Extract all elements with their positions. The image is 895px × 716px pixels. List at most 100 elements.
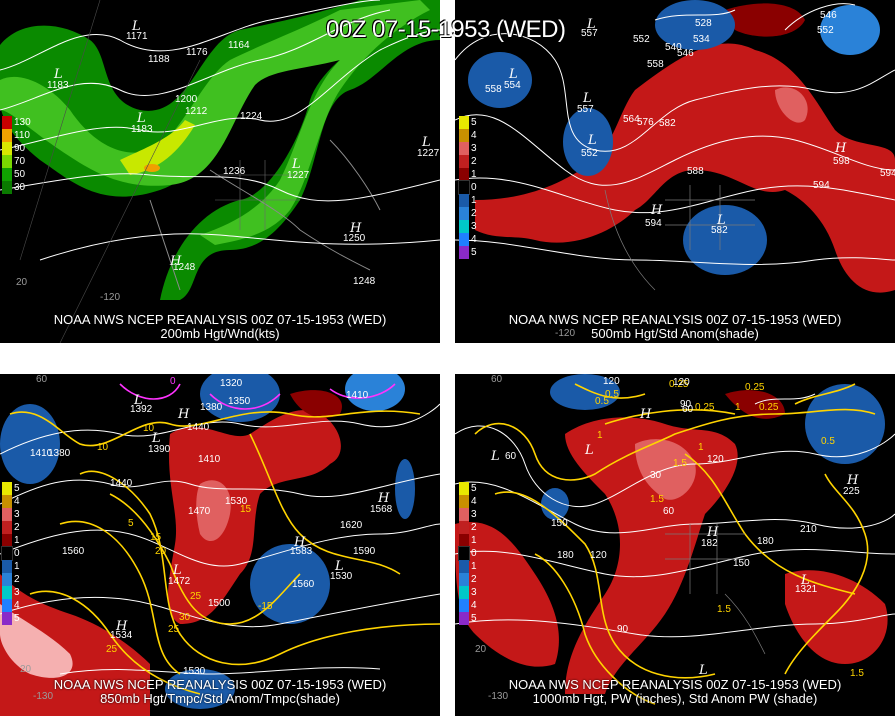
low-marker: L	[508, 67, 518, 82]
high-marker: H	[846, 473, 859, 488]
legend-label: 90	[14, 143, 26, 154]
panel-caption-field: 850mb Hgt/Tmpc/Std Anom/Tmpc(shade)	[100, 691, 340, 706]
low-value: 1472	[168, 576, 191, 587]
negative-anomaly-ne	[820, 5, 880, 55]
negative-anomaly-e	[395, 459, 415, 519]
high-value: 1534	[110, 630, 133, 641]
contour-label: 1212	[185, 106, 208, 117]
contour-label: 120	[603, 376, 620, 387]
panel-caption-source: NOAA NWS NCEP REANALYSIS 00Z 07-15-1953 …	[53, 677, 387, 692]
contour-label: 1200	[175, 94, 198, 105]
positive-anomaly-region	[475, 43, 895, 293]
contour-label: 1224	[240, 111, 263, 122]
low-value: 1392	[130, 404, 153, 415]
positive-anomaly-sw	[0, 574, 150, 716]
contour-label: 1500	[208, 598, 231, 609]
state-grid	[215, 160, 300, 230]
negative-anomaly-s	[165, 669, 235, 709]
pw-label: 1	[735, 402, 741, 413]
legend-label: 0	[14, 548, 20, 559]
panel-1000mb-pw: 120 60 90 30 120 60 150 180 120 150 180 …	[455, 374, 895, 716]
low-marker: L	[151, 431, 161, 446]
jet-stream-core	[120, 120, 195, 175]
high-value: 1250	[343, 233, 366, 244]
negative-anomaly-n	[550, 374, 620, 410]
height-contours	[0, 0, 440, 261]
legend-swatch	[458, 180, 470, 195]
contour-label: 1590	[353, 546, 376, 557]
legend-swatch	[2, 573, 12, 586]
contour-label: 120	[707, 454, 724, 465]
legend-swatch	[2, 586, 12, 599]
page-title: 00Z 07-15-1953 (WED)	[326, 16, 566, 43]
contour-label: 1236	[223, 166, 246, 177]
legend-label: 5	[471, 483, 477, 494]
legend-label: 5	[14, 613, 20, 624]
contour-label: 1350	[228, 396, 251, 407]
legend-swatch	[2, 534, 12, 547]
contour-label: 1380	[200, 402, 223, 413]
legend-swatch	[459, 599, 469, 612]
pw-contours	[474, 383, 876, 705]
legend-swatch	[2, 155, 12, 168]
legend-swatch	[459, 495, 469, 508]
legend-swatch	[459, 246, 469, 259]
height-contours	[455, 3, 895, 265]
temperature-label: 25	[168, 624, 180, 635]
low-value: 557	[581, 28, 598, 39]
contour-label: 60	[682, 404, 694, 415]
legend-label: 4	[471, 234, 477, 245]
map-200mb: 1176 1164 1188 1200 1212 1224 1236 1248 …	[0, 0, 440, 343]
low-marker: L	[584, 443, 594, 458]
std-anomaly-legend: 5 4 3 2 1 0 1 2 3 4 5	[458, 116, 499, 259]
low-marker: L	[698, 663, 708, 678]
contour-label: 582	[659, 118, 676, 129]
legend-swatch	[459, 194, 469, 207]
low-value: 1227	[417, 148, 440, 159]
high-marker: H	[639, 407, 652, 422]
contour-label: 120	[673, 377, 690, 388]
legend-label: 70	[14, 156, 26, 167]
panel-200mb-wind: 1176 1164 1188 1200 1212 1224 1236 1248 …	[0, 0, 440, 343]
legend-swatch	[459, 612, 469, 625]
lon-label: -130	[33, 691, 53, 702]
contour-label: 564	[623, 114, 640, 125]
pw-label: 1	[698, 442, 704, 453]
negative-anomaly-nw	[563, 108, 613, 176]
high-value: 225	[843, 486, 860, 497]
legend-label: 30	[14, 182, 26, 193]
pw-label: 1.5	[850, 668, 864, 679]
negative-anomaly-se	[683, 205, 767, 275]
pw-label: 1.5	[650, 494, 664, 505]
legend-label: 3	[471, 509, 477, 520]
contour-label: 546	[820, 10, 837, 21]
panel-caption-field: 200mb Hgt/Wnd(kts)	[160, 326, 280, 341]
contour-label: 60	[505, 451, 517, 462]
high-value: 594	[880, 168, 895, 179]
legend-swatch	[2, 129, 12, 142]
legend-swatch	[2, 521, 12, 534]
height-contours	[455, 393, 895, 638]
legend-swatch	[459, 586, 469, 599]
latlon-grid	[19, 0, 201, 343]
contour-label: 180	[557, 550, 574, 561]
contour-label: 1530	[225, 496, 248, 507]
positive-anomaly-sw-core	[0, 604, 73, 678]
negative-anomaly-arctic	[200, 374, 280, 422]
legend-swatch	[459, 142, 469, 155]
low-marker: L	[172, 563, 182, 578]
temperature-label: 20	[155, 546, 167, 557]
low-value: 1321	[795, 584, 818, 595]
lon-label: -120	[555, 328, 575, 339]
temperature-label: 10	[97, 442, 109, 453]
lon-label: -120	[100, 292, 120, 303]
high-marker: H	[834, 141, 847, 156]
low-marker: L	[490, 449, 500, 464]
pw-label: 0.25	[695, 402, 715, 413]
pw-label: 0.5	[595, 396, 609, 407]
legend-swatch	[2, 142, 12, 155]
legend-label: 3	[471, 221, 477, 232]
negative-anomaly-ne	[345, 374, 405, 411]
legend-label: 1	[471, 535, 477, 546]
negative-anomaly-ne	[805, 384, 885, 464]
